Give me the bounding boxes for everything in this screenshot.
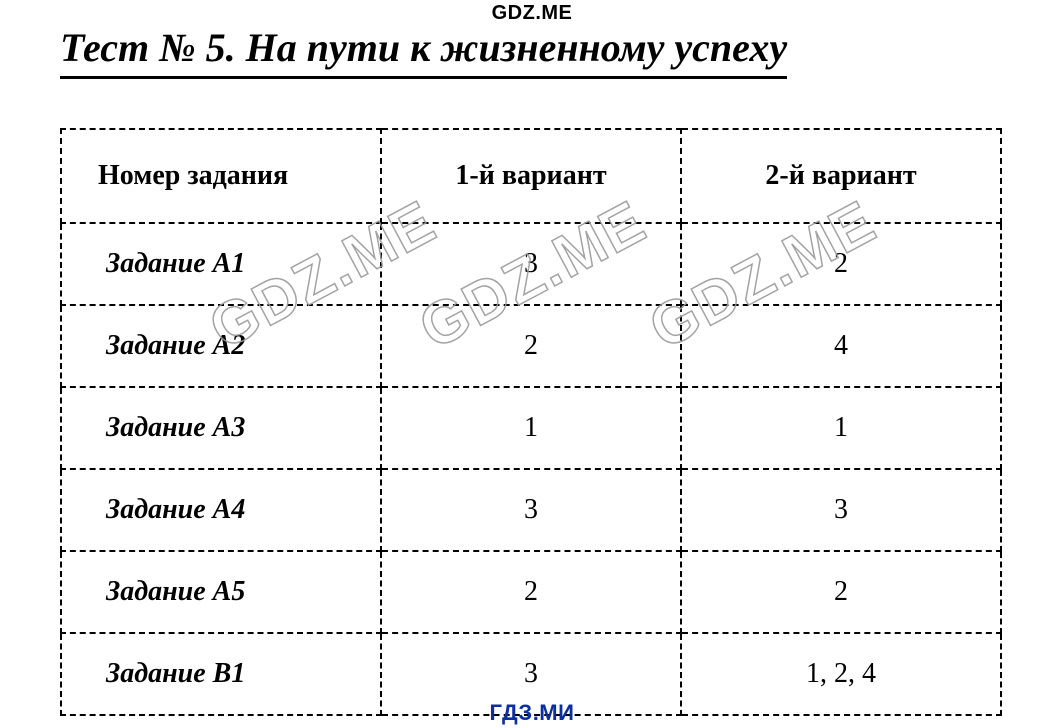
table-row: Задание А3 1 1 xyxy=(61,387,1001,469)
cell-v2: 3 xyxy=(681,469,1001,551)
table-row: Задание А2 2 4 xyxy=(61,305,1001,387)
cell-v2: 2 xyxy=(681,551,1001,633)
row-label: Задание А3 xyxy=(61,387,381,469)
table-row: Задание А1 3 2 xyxy=(61,223,1001,305)
top-watermark-label: GDZ.ME xyxy=(0,2,1064,25)
cell-v1: 2 xyxy=(381,551,681,633)
table-row: Задание А5 2 2 xyxy=(61,551,1001,633)
cell-v2: 2 xyxy=(681,223,1001,305)
cell-v1: 2 xyxy=(381,305,681,387)
cell-v2: 1 xyxy=(681,387,1001,469)
col-header-task: Номер задания xyxy=(61,129,381,223)
cell-v2: 4 xyxy=(681,305,1001,387)
cell-v1: 3 xyxy=(381,469,681,551)
row-label: Задание А5 xyxy=(61,551,381,633)
title-wrap: Тест № 5. На пути к жизненному успеху xyxy=(60,24,1004,79)
bottom-label: ГДЗ.МИ xyxy=(0,700,1064,726)
cell-v1: 1 xyxy=(381,387,681,469)
page: GDZ.ME Тест № 5. На пути к жизненному ус… xyxy=(0,0,1064,728)
col-header-variant1: 1-й вариант xyxy=(381,129,681,223)
table-row: Задание А4 3 3 xyxy=(61,469,1001,551)
row-label: Задание А4 xyxy=(61,469,381,551)
row-label: Задание А2 xyxy=(61,305,381,387)
page-title: Тест № 5. На пути к жизненному успеху xyxy=(60,24,787,79)
col-header-variant2: 2-й вариант xyxy=(681,129,1001,223)
answers-table: Номер задания 1-й вариант 2-й вариант За… xyxy=(60,128,1002,716)
cell-v1: 3 xyxy=(381,223,681,305)
row-label: Задание А1 xyxy=(61,223,381,305)
table-header-row: Номер задания 1-й вариант 2-й вариант xyxy=(61,129,1001,223)
